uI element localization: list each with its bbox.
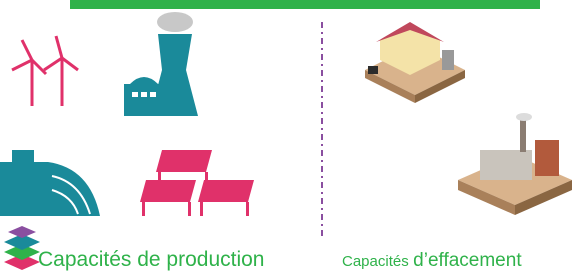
house: [365, 22, 465, 103]
diagram: Capacités de production Capacités d’effa…: [0, 0, 588, 277]
power-plant: [124, 12, 198, 116]
wind-turbines: [12, 36, 78, 106]
right-label-small: Capacités: [342, 253, 409, 270]
right-label-large: d’effacement: [413, 250, 522, 271]
left-label: Capacités de production: [38, 248, 264, 271]
layers-icon: [4, 226, 40, 270]
right-label: Capacités d’effacement: [342, 250, 522, 271]
solar-panels: [140, 150, 254, 216]
factory: [458, 113, 572, 215]
dam: [0, 150, 100, 216]
header-bar: [70, 0, 540, 9]
